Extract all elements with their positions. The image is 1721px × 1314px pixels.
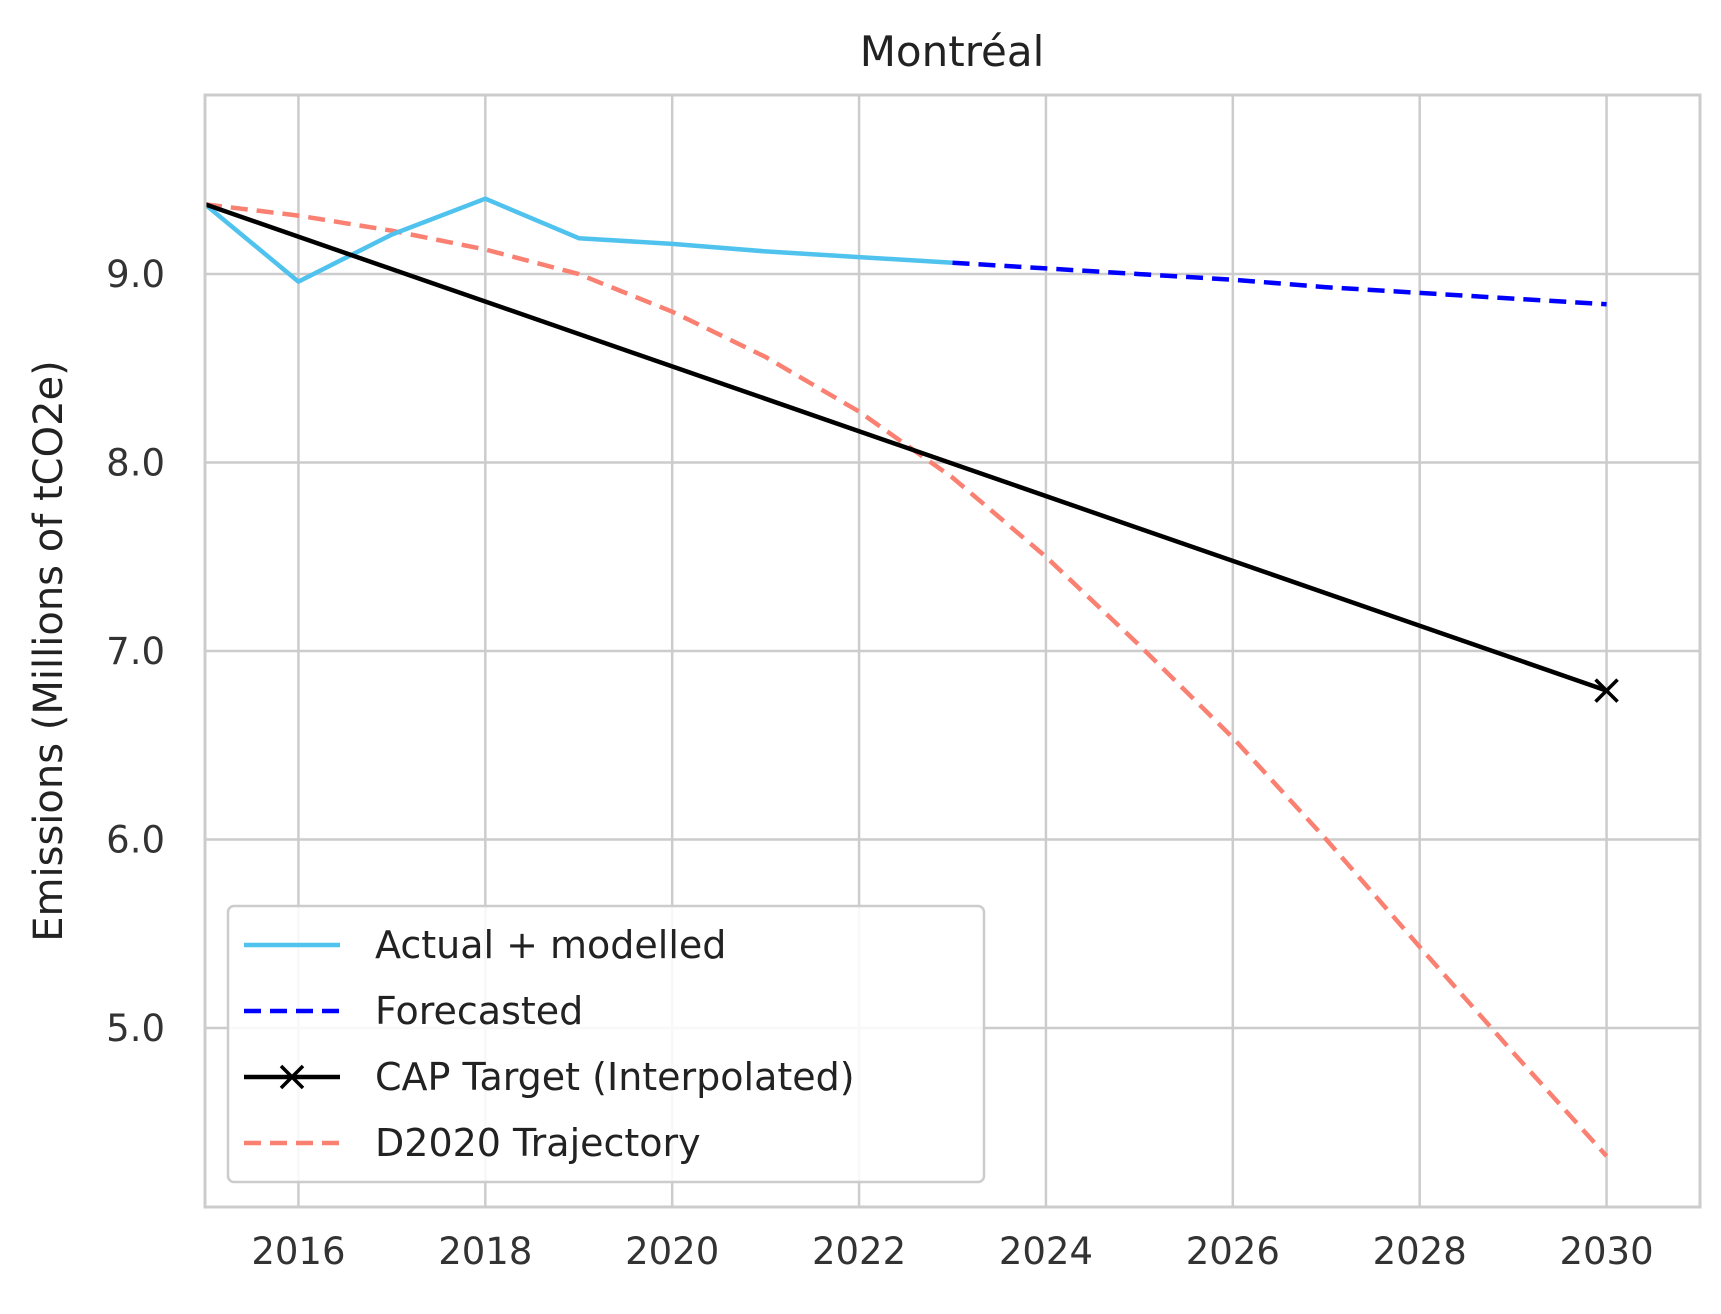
- series-line-forecasted: [952, 260, 1607, 307]
- y-axis-ticks: 5.0 6.0 7.0 8.0 9.0: [106, 253, 165, 1050]
- legend-item: Actual + modelled: [244, 923, 726, 967]
- cap-target-x-marker: [1594, 678, 1619, 703]
- y-axis-label: Emissions (Millions of tCO2e): [26, 360, 72, 942]
- x-tick-label: 2016: [251, 1230, 345, 1273]
- y-tick-label: 5.0: [106, 1007, 165, 1050]
- x-tick-label: 2024: [999, 1230, 1093, 1273]
- x-tick-label: 2018: [438, 1230, 532, 1273]
- y-tick-label: 8.0: [106, 442, 165, 485]
- x-axis-ticks: 2016 2018 2020 2022 2024 2026 2028 2030: [251, 1230, 1653, 1273]
- plot-frame: [203, 93, 1702, 1209]
- legend-item: D2020 Trajectory: [244, 1121, 701, 1165]
- series-layer: [203, 196, 1619, 1158]
- legend-label: CAP Target (Interpolated): [375, 1055, 855, 1099]
- legend-label: D2020 Trajectory: [375, 1121, 701, 1165]
- x-tick-label: 2026: [1186, 1230, 1280, 1273]
- legend-x-marker: [279, 1064, 305, 1090]
- chart-title: Montréal: [860, 27, 1045, 76]
- legend: Actual + modelled Forecasted CAP Target (I…: [226, 904, 986, 1184]
- legend-box: [226, 904, 986, 1184]
- y-tick-label: 6.0: [106, 818, 165, 861]
- x-tick-label: 2028: [1373, 1230, 1467, 1273]
- legend-label: Actual + modelled: [375, 923, 726, 967]
- x-tick-label: 2020: [625, 1230, 719, 1273]
- legend-item: CAP Target (Interpolated): [244, 1055, 855, 1099]
- series-line-actual-modelled: [203, 196, 953, 284]
- y-tick-label: 7.0: [106, 630, 165, 673]
- y-tick-label: 9.0: [106, 253, 165, 296]
- legend-label: Forecasted: [375, 989, 583, 1033]
- series-line-cap-target-interpolated: [204, 202, 1608, 693]
- x-tick-label: 2030: [1559, 1230, 1653, 1273]
- legend-item: Forecasted: [244, 989, 583, 1033]
- series-line-d2020-trajectory: [204, 202, 1609, 1158]
- x-tick-label: 2022: [812, 1230, 906, 1273]
